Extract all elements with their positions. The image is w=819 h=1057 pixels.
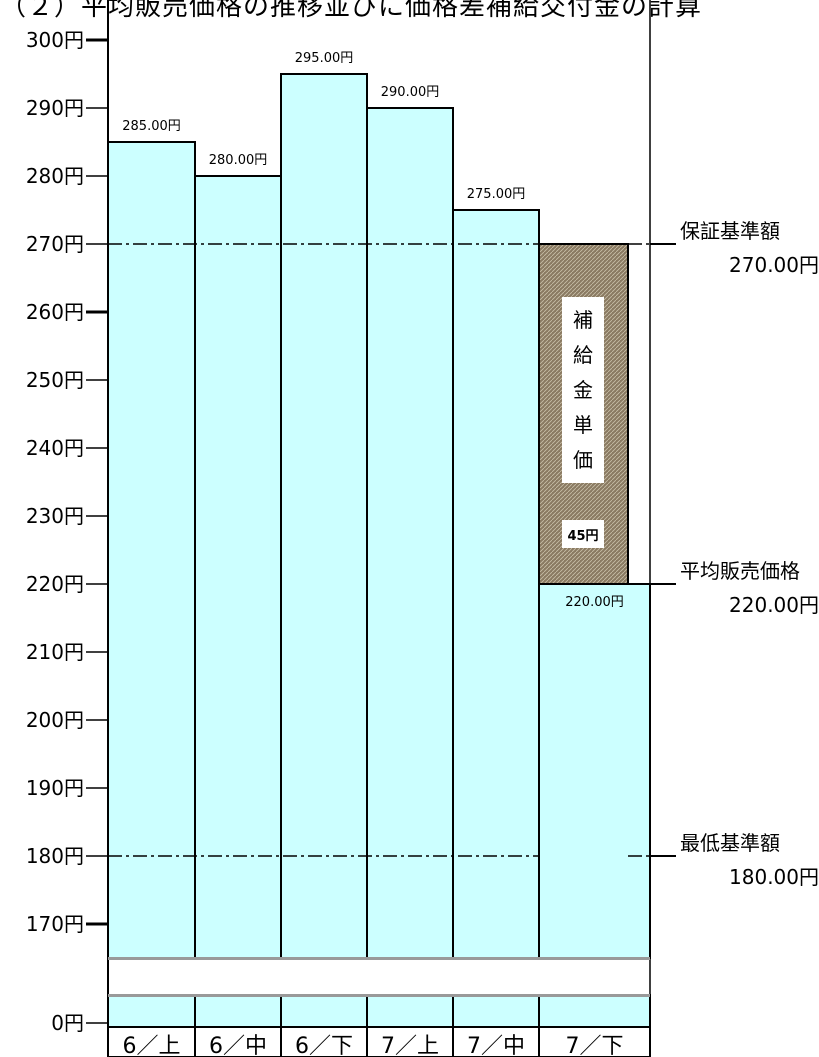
subsidy-label-box [562, 297, 604, 483]
x-tick-label: 6／上 [123, 1034, 181, 1057]
axis-break-mark [108, 994, 650, 997]
bar [538, 583, 651, 959]
bar-value-label: 285.00円 [122, 119, 181, 134]
reference-value: 180.00円 [729, 865, 819, 889]
bar [280, 73, 368, 959]
y-tick-label: 200円 [26, 708, 84, 732]
y-tick-label: 210円 [26, 640, 84, 664]
reference-value: 270.00円 [729, 253, 819, 277]
bar-value-label: 280.00円 [209, 153, 268, 168]
category-cell [538, 1026, 651, 1057]
y-tick-label: 220円 [26, 572, 84, 596]
x-tick-label: 6／下 [295, 1034, 353, 1057]
y-tick-label: 300円 [26, 28, 84, 52]
y-tick-label: 190円 [26, 776, 84, 800]
bar-lower-segment [366, 994, 454, 1028]
bar-lower-segment [280, 994, 368, 1028]
x-tick-label: 7／下 [566, 1034, 624, 1057]
subsidy-label-char: 給 [573, 343, 593, 367]
reference-name: 平均販売価格 [680, 559, 800, 583]
y-tick-label: 260円 [26, 300, 84, 324]
reference-value: 220.00円 [729, 593, 819, 617]
bar [107, 141, 196, 959]
y-tick-label: 170円 [26, 912, 84, 936]
bar-value-label: 290.00円 [381, 85, 440, 100]
bar-lower-segment [194, 994, 282, 1028]
bar-lower-segment [107, 994, 196, 1028]
subsidy-label-char: 補 [573, 308, 593, 332]
bar [194, 175, 282, 959]
subsidy-amount-label: 45円 [567, 529, 598, 544]
y-tick-label: 290円 [26, 96, 84, 120]
subsidy-amount-box [562, 520, 604, 548]
y-tick-label: 240円 [26, 436, 84, 460]
y-tick-label: 230円 [26, 504, 84, 528]
bar-lower-segment [452, 994, 540, 1028]
subsidy-label-char: 価 [573, 448, 593, 472]
y-tick-label: 270円 [26, 232, 84, 256]
category-cell [107, 1026, 196, 1057]
x-tick-label: 7／上 [381, 1034, 439, 1057]
x-tick-label: 7／中 [467, 1034, 525, 1057]
subsidy-label-char: 金 [573, 378, 593, 402]
axis-break-mark [108, 957, 650, 960]
x-tick-label: 6／中 [209, 1034, 267, 1057]
bar-lower-segment [538, 994, 651, 1028]
y-tick-label: 180円 [26, 844, 84, 868]
subsidy-label-char: 単 [573, 413, 593, 437]
bar-value-label: 220.00円 [565, 595, 624, 610]
chart-title: （２）平均販売価格の推移並びに価格差補給交付金の計算 [0, 0, 703, 22]
y-tick-label: 280円 [26, 164, 84, 188]
category-cell [280, 1026, 368, 1057]
reference-name: 最低基準額 [680, 831, 780, 855]
reference-name: 保証基準額 [680, 219, 780, 243]
category-cell [366, 1026, 454, 1057]
bar-value-label: 275.00円 [467, 187, 526, 202]
y-tick-label: 250円 [26, 368, 84, 392]
bar-value-label: 295.00円 [295, 51, 354, 66]
bar [366, 107, 454, 959]
bar [452, 209, 540, 959]
y-tick-label: 0円 [51, 1011, 84, 1035]
